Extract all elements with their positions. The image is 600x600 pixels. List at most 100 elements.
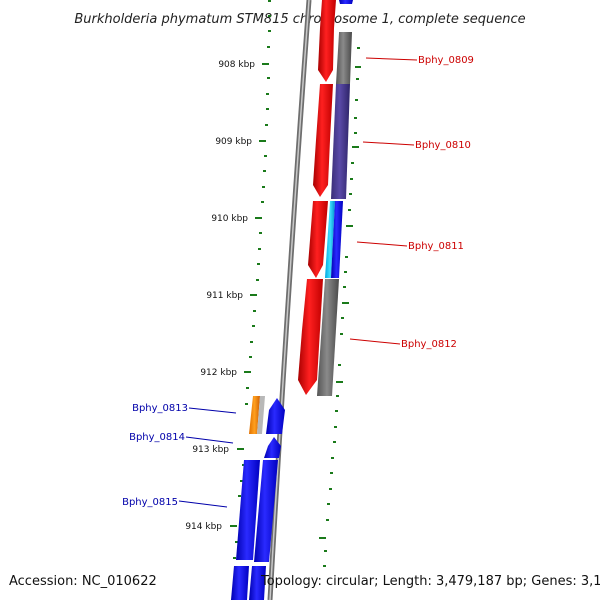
leader-line xyxy=(349,338,401,345)
gene-arrow-blue[interactable] xyxy=(264,437,281,458)
tick-label: 913 kbp xyxy=(192,445,229,455)
tick-label: 908 kbp xyxy=(218,60,255,70)
chromosome-backbone-highlight xyxy=(269,0,310,600)
tick-dot xyxy=(265,124,268,126)
leader-line xyxy=(365,57,418,61)
tick-dot xyxy=(345,256,348,258)
tick-dot xyxy=(350,178,353,180)
reverse-strand-genes xyxy=(231,396,285,600)
gene-block-purple[interactable] xyxy=(331,84,350,199)
tick-dot xyxy=(262,186,265,188)
tick-label: 911 kbp xyxy=(206,291,243,301)
tick-dot xyxy=(268,0,271,2)
major-tick xyxy=(355,66,361,68)
genome-summary-text: Topology: circular; Length: 3,479,187 bp… xyxy=(261,574,600,589)
leader-line xyxy=(356,241,408,247)
major-tick xyxy=(230,525,237,527)
tick-dot xyxy=(335,410,338,412)
gene-block-blue[interactable] xyxy=(254,460,278,562)
tick-dot xyxy=(348,209,351,211)
tick-dot xyxy=(330,472,333,474)
gene-label-bphy-0813[interactable]: Bphy_0813 xyxy=(132,403,188,414)
tick-dot xyxy=(235,541,238,543)
major-tick xyxy=(244,371,251,373)
gene-arrow-red[interactable] xyxy=(318,0,336,82)
gene-label-bphy-0812[interactable]: Bphy_0812 xyxy=(401,339,457,350)
tick-dot xyxy=(250,341,253,343)
tick-dot xyxy=(357,47,360,49)
tick-dot xyxy=(338,364,341,366)
gene-arrow-red[interactable] xyxy=(308,201,328,278)
tick-dot xyxy=(324,550,327,552)
map-title: Burkholderia phymatum STM815 chromosome … xyxy=(74,12,525,27)
major-tick xyxy=(352,146,359,148)
major-tick xyxy=(319,537,326,539)
tick-dot xyxy=(240,480,243,482)
gene-block-blue[interactable] xyxy=(236,460,260,560)
tick-dot xyxy=(263,170,266,172)
left-gene-labels: Bphy_0813 Bphy_0814 Bphy_0815 xyxy=(122,403,188,508)
gene-block-cyan[interactable] xyxy=(325,201,335,278)
gene-block-blue[interactable] xyxy=(339,0,353,4)
tick-dot xyxy=(233,557,236,559)
outer-tick-track xyxy=(319,47,361,567)
tick-label: 912 kbp xyxy=(200,368,237,378)
leader-line xyxy=(185,436,234,444)
gene-block-blue[interactable] xyxy=(231,566,249,600)
tick-dot xyxy=(344,271,347,273)
tick-dot xyxy=(356,78,359,80)
tick-dot xyxy=(257,263,260,265)
tick-dot xyxy=(252,325,255,327)
tick-dot xyxy=(245,403,248,405)
tick-dot xyxy=(253,310,256,312)
gene-block-gray[interactable] xyxy=(336,32,352,84)
tick-dot xyxy=(334,426,337,428)
gene-block-gray[interactable] xyxy=(317,279,339,396)
gene-block-gray[interactable] xyxy=(257,396,265,434)
tick-dot xyxy=(323,565,326,567)
leader-line xyxy=(362,141,415,146)
tick-dot xyxy=(340,333,343,335)
tick-dot xyxy=(351,162,354,164)
tick-label: 914 kbp xyxy=(185,522,222,532)
major-ticks xyxy=(230,63,269,527)
gene-label-bphy-0809[interactable]: Bphy_0809 xyxy=(418,55,474,66)
accession-text: Accession: NC_010622 xyxy=(9,574,157,589)
gene-block-orange[interactable] xyxy=(249,396,260,434)
gene-block-blue[interactable] xyxy=(249,566,266,600)
major-tick xyxy=(259,140,266,142)
tick-dot xyxy=(267,77,270,79)
tick-dot xyxy=(268,15,271,17)
tick-dot xyxy=(259,232,262,234)
leader-line xyxy=(188,407,237,414)
major-tick xyxy=(336,381,343,383)
tick-dot xyxy=(261,201,264,203)
gene-arrow-red[interactable] xyxy=(298,279,323,395)
gene-label-bphy-0815[interactable]: Bphy_0815 xyxy=(122,497,178,508)
gene-label-bphy-0811[interactable]: Bphy_0811 xyxy=(408,241,464,252)
gene-label-bphy-0810[interactable]: Bphy_0810 xyxy=(415,140,471,151)
tick-dot xyxy=(249,356,252,358)
tick-dot xyxy=(354,132,357,134)
tick-label: 909 kbp xyxy=(215,137,252,147)
tick-dot xyxy=(333,441,336,443)
tick-dot xyxy=(327,503,330,505)
tick-label: 910 kbp xyxy=(211,214,248,224)
major-tick xyxy=(250,294,257,296)
gene-arrow-red[interactable] xyxy=(313,84,333,197)
tick-dot xyxy=(341,317,344,319)
major-tick xyxy=(342,302,349,304)
gene-label-bphy-0814[interactable]: Bphy_0814 xyxy=(129,432,185,443)
tick-dot xyxy=(355,99,358,101)
leader-line xyxy=(178,500,228,508)
gene-arrow-blue[interactable] xyxy=(266,398,285,434)
major-tick xyxy=(346,225,353,227)
gene-block-blue[interactable] xyxy=(331,201,343,278)
tick-dot xyxy=(329,488,332,490)
tick-dot xyxy=(256,279,259,281)
tick-dot xyxy=(343,286,346,288)
tick-dot xyxy=(267,46,270,48)
right-leader-lines xyxy=(349,57,418,345)
